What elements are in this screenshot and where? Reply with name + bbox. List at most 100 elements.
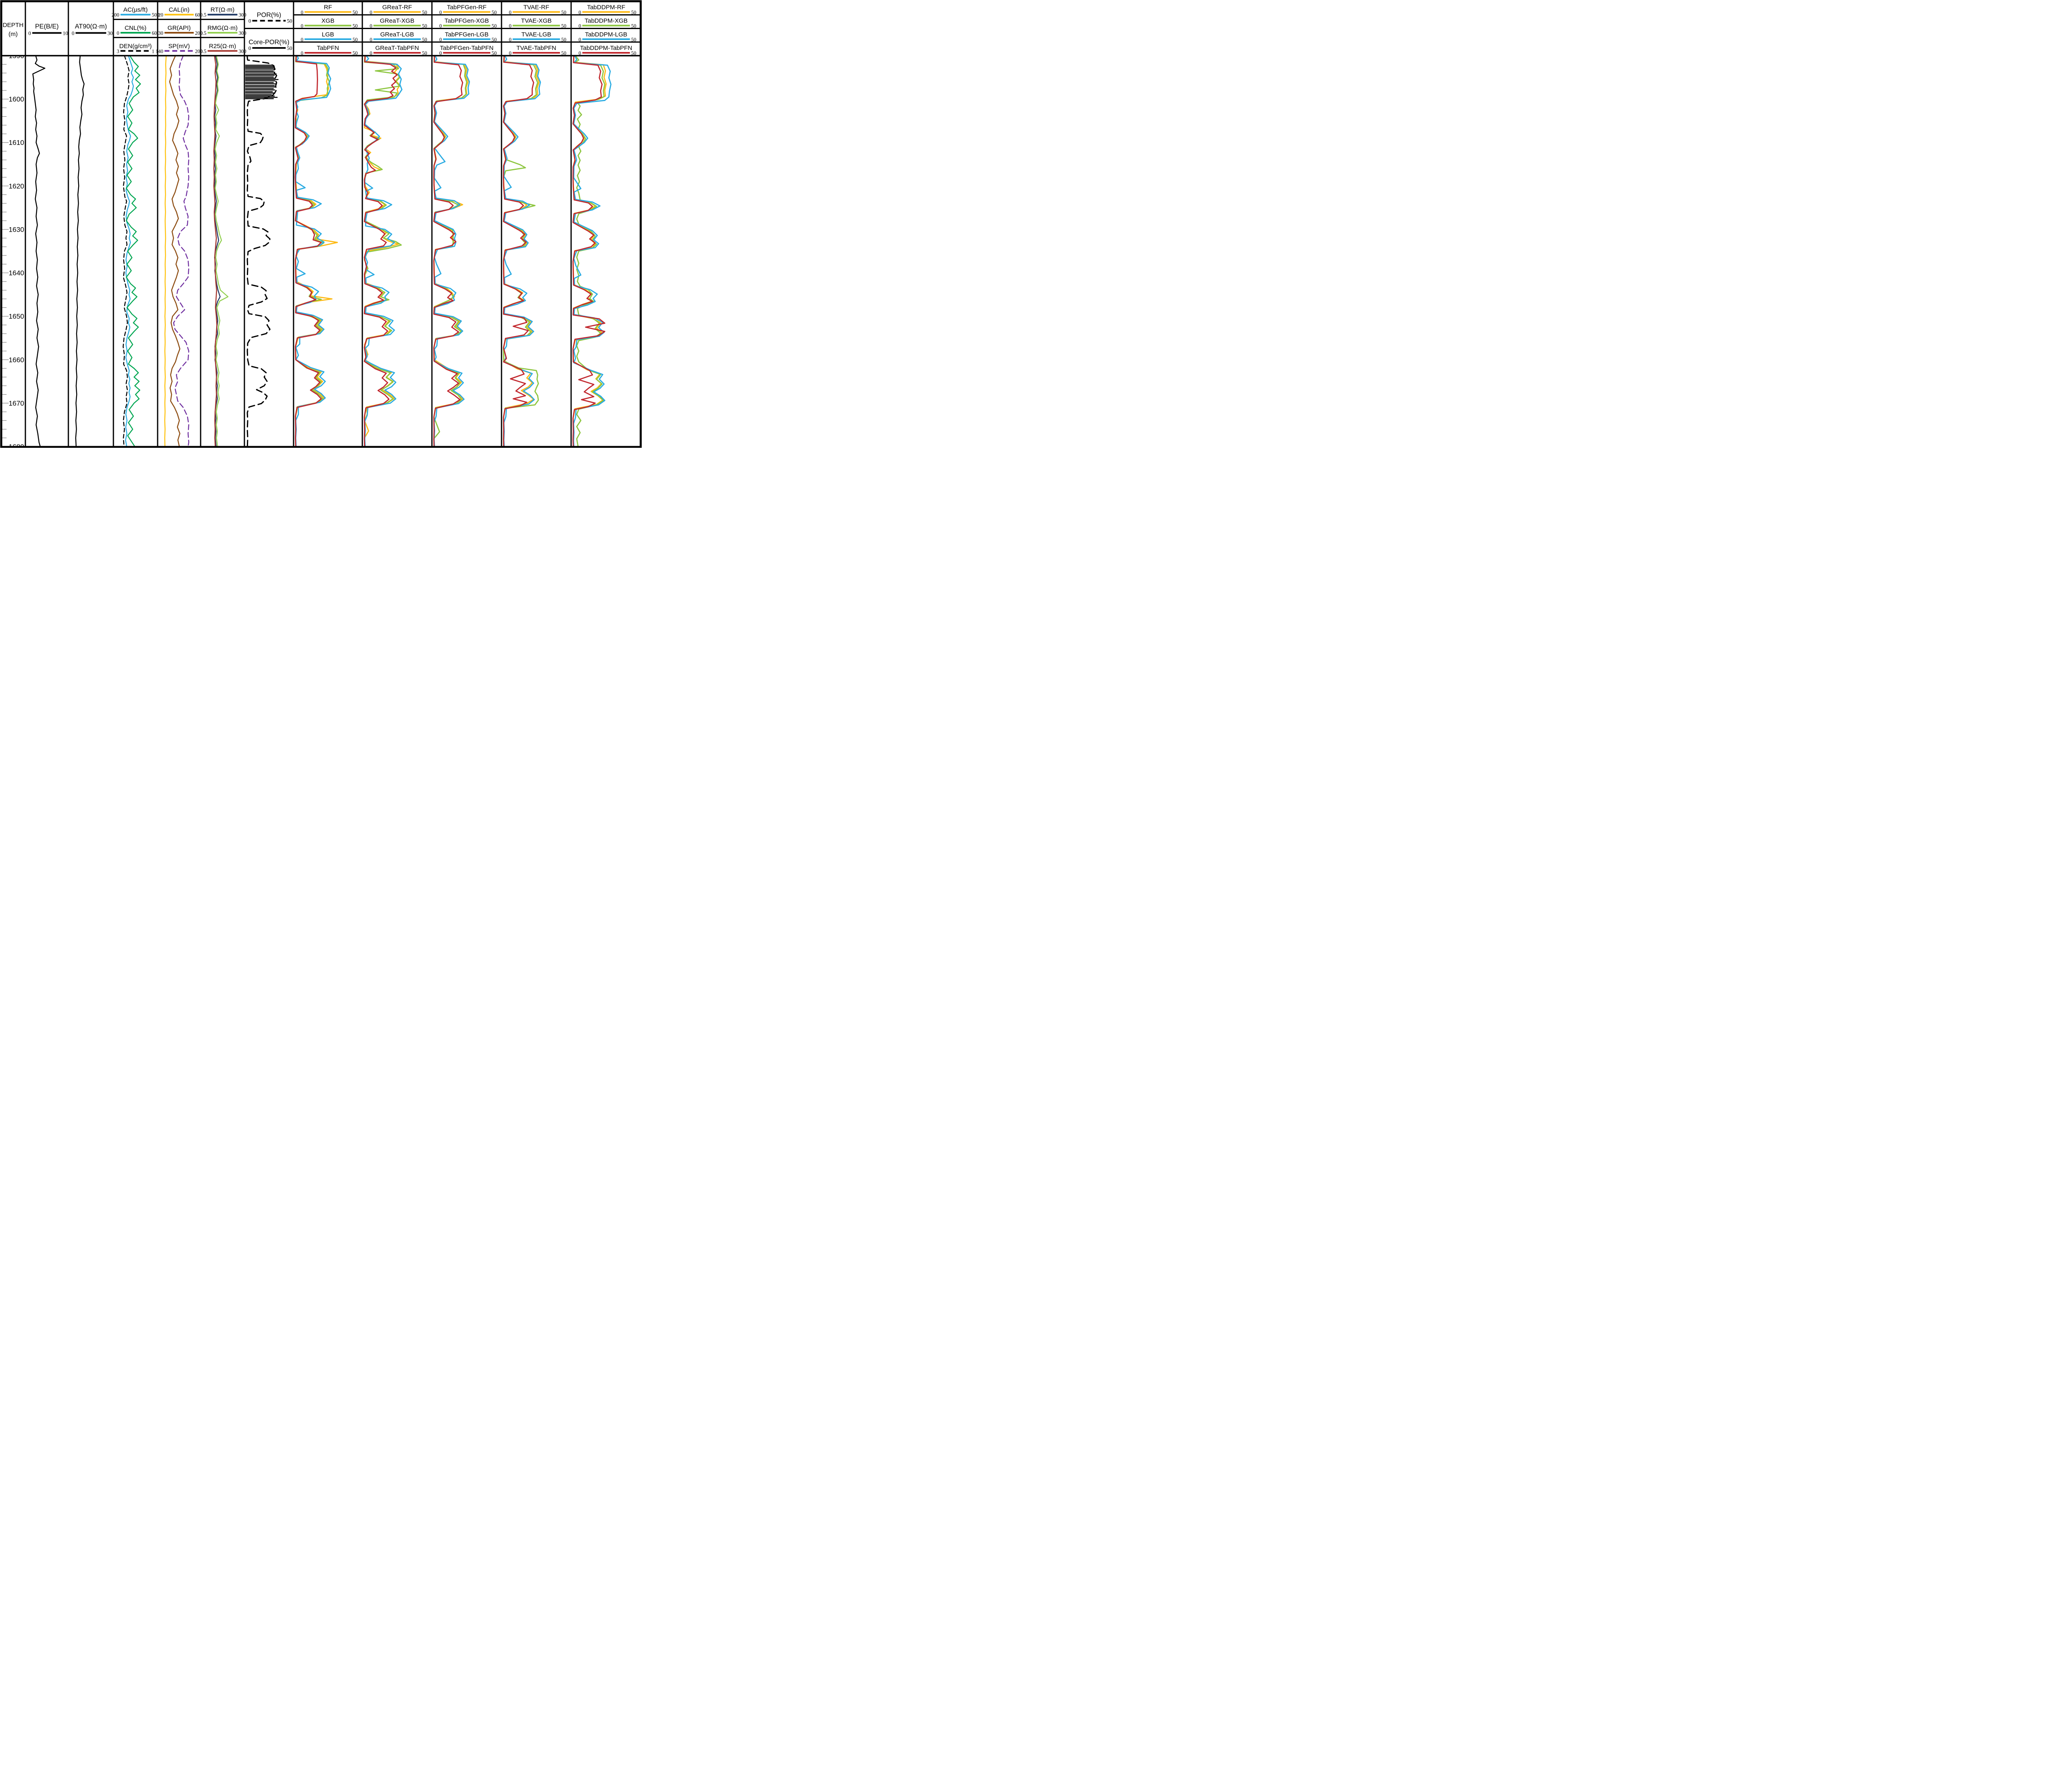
header-min-TabPFGen-RF: 0 (439, 9, 442, 15)
header-cell-TabPFGen-RF: TabPFGen-RF 0 50 (439, 4, 497, 15)
header-min-TVAE-LGB: 0 (509, 37, 511, 43)
header-min-TabPFGen-LGB: 0 (439, 37, 442, 43)
header-cell-XGB: XGB 0 50 (301, 18, 358, 29)
header-title-R25: R25(Ω·m) (209, 43, 236, 50)
depth-header-unit: (m) (9, 31, 18, 38)
curve-GR (169, 56, 181, 446)
header-title-RF: RF (324, 4, 332, 11)
header-cell-PE: PE(B/E) 0 10 (28, 23, 68, 36)
curve-Core-POR (245, 65, 279, 99)
curves-at90 (75, 56, 85, 446)
depth-label: 1660 (9, 356, 24, 364)
header-max-RT: 300 (239, 12, 246, 18)
header-min-TabDDPM-RF: 0 (578, 9, 581, 15)
curve-CNL (126, 56, 141, 446)
header-min-POR: 0 (249, 18, 251, 24)
header-title-GReaT-TabPFN: GReaT-TabPFN (375, 45, 419, 52)
header-min-TabDDPM-XGB: 0 (578, 23, 581, 29)
header-cell-TabDDPM-RF: TabDDPM-RF 0 50 (578, 4, 636, 15)
header-min-TabDDPM-TabPFN: 0 (578, 50, 581, 56)
depth-header-label: DEPTH (3, 22, 24, 29)
curve-TabPFGen-TabPFN (433, 56, 463, 446)
header-max-XGB: 50 (352, 23, 358, 29)
header-max-AT90: 30 (107, 30, 113, 36)
header-max-R25: 300 (239, 48, 246, 54)
header-cell-TabDDPM-LGB: TabDDPM-LGB 0 50 (578, 31, 636, 43)
header-min-LGB: 0 (301, 37, 303, 43)
header-cell-RMG: RMG(Ω·m)0.5 300 (200, 25, 246, 36)
header-cell-POR: POR(%) 0 50 (249, 12, 292, 24)
header-title-CNL: CNL(%) (124, 25, 146, 32)
header-min-PE: 0 (28, 30, 31, 36)
curve-AC (125, 56, 134, 446)
header-min-GR: 30 (158, 30, 163, 36)
header-max-TabPFN: 50 (352, 50, 358, 56)
header-max-GReaT-LGB: 50 (422, 37, 427, 43)
depth-label: 1620 (9, 182, 24, 190)
header-cell-AT90: AT90(Ω·m)0 30 (72, 23, 113, 36)
header-title-TabDDPM-XGB: TabDDPM-XGB (585, 18, 628, 25)
depth-label: 1610 (9, 139, 24, 147)
header-min-TVAE-RF: 0 (509, 9, 511, 15)
header-min-Core-POR: 0 (249, 45, 251, 51)
header-cell-TabDDPM-XGB: TabDDPM-XGB 0 50 (578, 18, 636, 29)
curve-R25 (213, 56, 218, 446)
track-depth: DEPTH (m) (3, 22, 24, 38)
header-title-TabDDPM-LGB: TabDDPM-LGB (585, 31, 627, 38)
header-min-TVAE-XGB: 0 (509, 23, 511, 29)
curves-tabpfgen (433, 56, 470, 446)
depth-label: 1630 (9, 226, 24, 233)
header-cell-GReaT-LGB: GReaT-LGB 0 50 (370, 31, 427, 43)
header-min-R25: 0.5 (200, 48, 206, 54)
header-min-TabPFN: 0 (301, 50, 303, 56)
depth-axis: 1590 1600 1610 1620 1630 1640 1650 1660 1670 1680 (1, 52, 24, 448)
header-max-POR: 50 (287, 18, 292, 24)
header-max-TabDDPM-TabPFN: 50 (631, 50, 637, 56)
depth-label: 1680 (9, 443, 24, 448)
header-max-GReaT-XGB: 50 (422, 23, 427, 29)
header-cell-R25: R25(Ω·m)0.5 300 (200, 43, 246, 54)
header-title-SP: SP(mV) (168, 43, 190, 50)
depth-label: 1670 (9, 399, 24, 407)
header-title-CAL: CAL(in) (169, 7, 190, 14)
header-min-RF: 0 (301, 9, 303, 15)
header-title-XGB: XGB (321, 18, 334, 25)
header-min-XGB: 0 (301, 23, 303, 29)
header-max-Core-POR: 50 (287, 45, 292, 51)
header-cell-GReaT-XGB: GReaT-XGB 0 50 (370, 18, 427, 29)
curve-AT90 (75, 56, 85, 446)
header-cell-CNL: CNL(%) 0 60 (117, 25, 157, 36)
header-cell-GR: GR(API)30 200 (158, 25, 203, 36)
header-cell-TVAE-LGB: TVAE-LGB 0 50 (509, 31, 566, 43)
depth-label: 1590 (9, 52, 24, 60)
header-min-GReaT-LGB: 0 (370, 37, 372, 43)
curve-SP (173, 56, 190, 446)
header-cell-TVAE-TabPFN: TVAE-TabPFN 0 50 (509, 45, 566, 56)
header-title-GReaT-RF: GReaT-RF (382, 4, 412, 11)
header-max-TVAE-LGB: 50 (561, 37, 567, 43)
curve-POR (246, 56, 278, 446)
header-max-TabPFGen-XGB: 50 (492, 23, 497, 29)
header-max-TabPFGen-TabPFN: 50 (492, 50, 497, 56)
header-min-RMG: 0.5 (200, 30, 206, 36)
curves-por (245, 56, 279, 446)
header-title-TVAE-LGB: TVAE-LGB (521, 31, 551, 38)
header-max-DEN: 1 (152, 48, 154, 54)
header-max-GReaT-RF: 50 (422, 9, 427, 15)
header-min-TabPFGen-TabPFN: 0 (439, 50, 442, 56)
track-pe: PE(B/E) 0 10 (28, 23, 68, 36)
header-min-GReaT-RF: 0 (370, 9, 372, 15)
header-max-TabDDPM-RF: 50 (631, 9, 637, 15)
header-title-AC: AC(µs/ft) (123, 7, 147, 14)
curves-cal_gr_sp (164, 56, 190, 446)
header-max-LGB: 50 (352, 37, 358, 43)
header-max-RMG: 300 (239, 30, 246, 36)
header-title-Core-POR: Core-POR(%) (249, 39, 289, 46)
curve-DEN (122, 56, 130, 446)
